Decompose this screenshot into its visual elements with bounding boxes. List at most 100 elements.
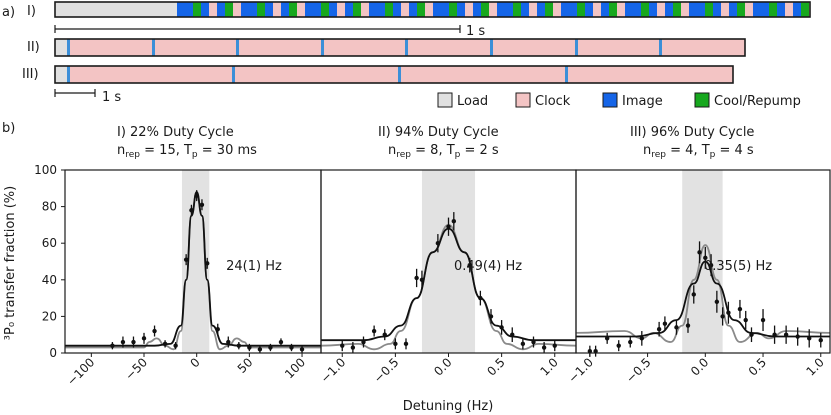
sequence-bar-I-segment xyxy=(345,2,353,17)
data-point xyxy=(141,336,147,341)
sequence-bar-I-segment xyxy=(193,2,201,17)
data-point xyxy=(268,345,273,350)
data-point xyxy=(552,343,557,348)
linewidth-annotation: 0.49(4) Hz xyxy=(454,259,522,274)
sequence-bar-III-segment xyxy=(398,66,401,83)
data-point xyxy=(685,323,691,328)
sequence-bar-I-segment xyxy=(697,2,705,17)
data-point xyxy=(278,339,284,345)
sequence-bar-I xyxy=(54,1,811,18)
sequence-bar-I-segment xyxy=(625,2,633,17)
data-point xyxy=(247,345,252,350)
y-axis-label: ³P₀ transfer fraction (%) xyxy=(3,186,18,340)
sequence-bar-I-segment xyxy=(497,2,505,17)
x-tick-label: −100 xyxy=(64,355,97,388)
data-point xyxy=(215,327,220,332)
sequence-bar-III-segment xyxy=(67,66,70,83)
data-point xyxy=(419,277,425,282)
sequence-bar-II-segment xyxy=(67,39,70,56)
data-point xyxy=(639,336,645,341)
y-tick-label: 0 xyxy=(49,346,57,360)
data-point xyxy=(760,317,766,323)
sequence-bar-I-segment xyxy=(337,2,345,17)
data-point xyxy=(162,341,168,347)
sequence-bar-I-segment xyxy=(201,2,209,17)
legend-label-image: Image xyxy=(622,94,663,109)
sequence-bar-I-segment xyxy=(521,2,529,17)
scale-bar-2-label: 1 s xyxy=(102,90,121,105)
row-2-label: II) xyxy=(27,40,40,55)
sequence-bar-I-segment xyxy=(55,2,177,17)
data-point xyxy=(628,339,633,345)
data-point xyxy=(807,336,812,341)
data-point xyxy=(818,337,823,343)
y-tick-label: 20 xyxy=(42,309,57,323)
data-point xyxy=(499,325,504,330)
sequence-bar-III-segment xyxy=(565,66,568,83)
sequence-bar-I-segment xyxy=(705,2,713,17)
data-point xyxy=(467,262,472,268)
x-tick-label: 0.5 xyxy=(746,355,769,378)
sequence-bar-I-segment xyxy=(681,2,689,17)
sequence-bar-I-segment xyxy=(777,2,785,17)
sequence-bar-I-segment xyxy=(801,2,809,17)
data-point xyxy=(737,306,743,312)
sequence-bar-I-segment xyxy=(569,2,577,17)
data-point xyxy=(541,345,547,350)
sequence-bar-I-segment xyxy=(633,2,641,17)
fit-curve-gray xyxy=(575,244,831,343)
y-tick-label: 40 xyxy=(42,273,57,287)
y-tick-label: 80 xyxy=(42,200,57,214)
sequence-bar-I-segment xyxy=(473,2,481,17)
data-point xyxy=(350,345,356,350)
sequence-bar-I-segment xyxy=(377,2,385,17)
sequence-bar-I-segment xyxy=(393,2,401,17)
y-tick-label: 100 xyxy=(34,163,57,177)
sequence-bar-I-segment xyxy=(729,2,737,17)
sequence-bar-I-segment xyxy=(761,2,769,17)
panel-b-label: b) xyxy=(2,121,15,136)
data-point xyxy=(152,328,157,334)
sequence-bar-I-segment xyxy=(321,2,329,17)
sequence-bar-I-segment xyxy=(409,2,417,17)
data-point xyxy=(510,332,515,337)
data-point xyxy=(616,343,621,348)
sequence-bar-I-segment xyxy=(561,2,569,17)
data-point xyxy=(446,224,451,229)
data-point xyxy=(783,332,789,337)
x-tick-label: −1.0 xyxy=(318,355,349,386)
chart-2-title: II) 94% Duty Cycle xyxy=(378,125,499,140)
sequence-bar-I-segment xyxy=(513,2,521,17)
data-point xyxy=(435,241,441,246)
sequence-bar-I-segment xyxy=(465,2,473,17)
sequence-bar-I-segment xyxy=(713,2,721,17)
data-point xyxy=(743,317,748,323)
sequence-bar-I-segment xyxy=(537,2,545,17)
sequence-bar-I-segment xyxy=(289,2,297,17)
sequence-bar-II-segment xyxy=(575,39,578,56)
x-tick-label: −0.5 xyxy=(623,355,654,386)
sequence-bar-I-segment xyxy=(793,2,801,17)
data-point xyxy=(691,292,696,297)
sequence-bar-I-segment xyxy=(689,2,697,17)
sequence-bar-I-segment xyxy=(385,2,393,17)
data-point xyxy=(531,339,536,345)
x-tick-label: 0.5 xyxy=(484,355,507,378)
legend-label-clock: Clock xyxy=(535,94,571,109)
sequence-bar-I-segment xyxy=(361,2,369,17)
sequence-bar-I-segment xyxy=(657,2,665,17)
sequence-bar-I-segment xyxy=(257,2,265,17)
data-point xyxy=(120,339,126,345)
data-point xyxy=(451,219,457,224)
sequence-bar-II-segment xyxy=(152,39,155,56)
sequence-bar-I-segment xyxy=(609,2,617,17)
x-tick-label: 0.0 xyxy=(431,355,454,378)
sequence-bar-I-segment xyxy=(265,2,273,17)
x-tick-label: 0 xyxy=(188,355,203,370)
data-point xyxy=(478,295,483,301)
data-point xyxy=(226,339,231,345)
chart-3-subtitle: nrep = 4, Tp = 4 s xyxy=(643,143,754,160)
chart-1-title: I) 22% Duty Cycle xyxy=(117,125,234,140)
data-point xyxy=(662,321,668,326)
sequence-bar-I-segment xyxy=(449,2,457,17)
